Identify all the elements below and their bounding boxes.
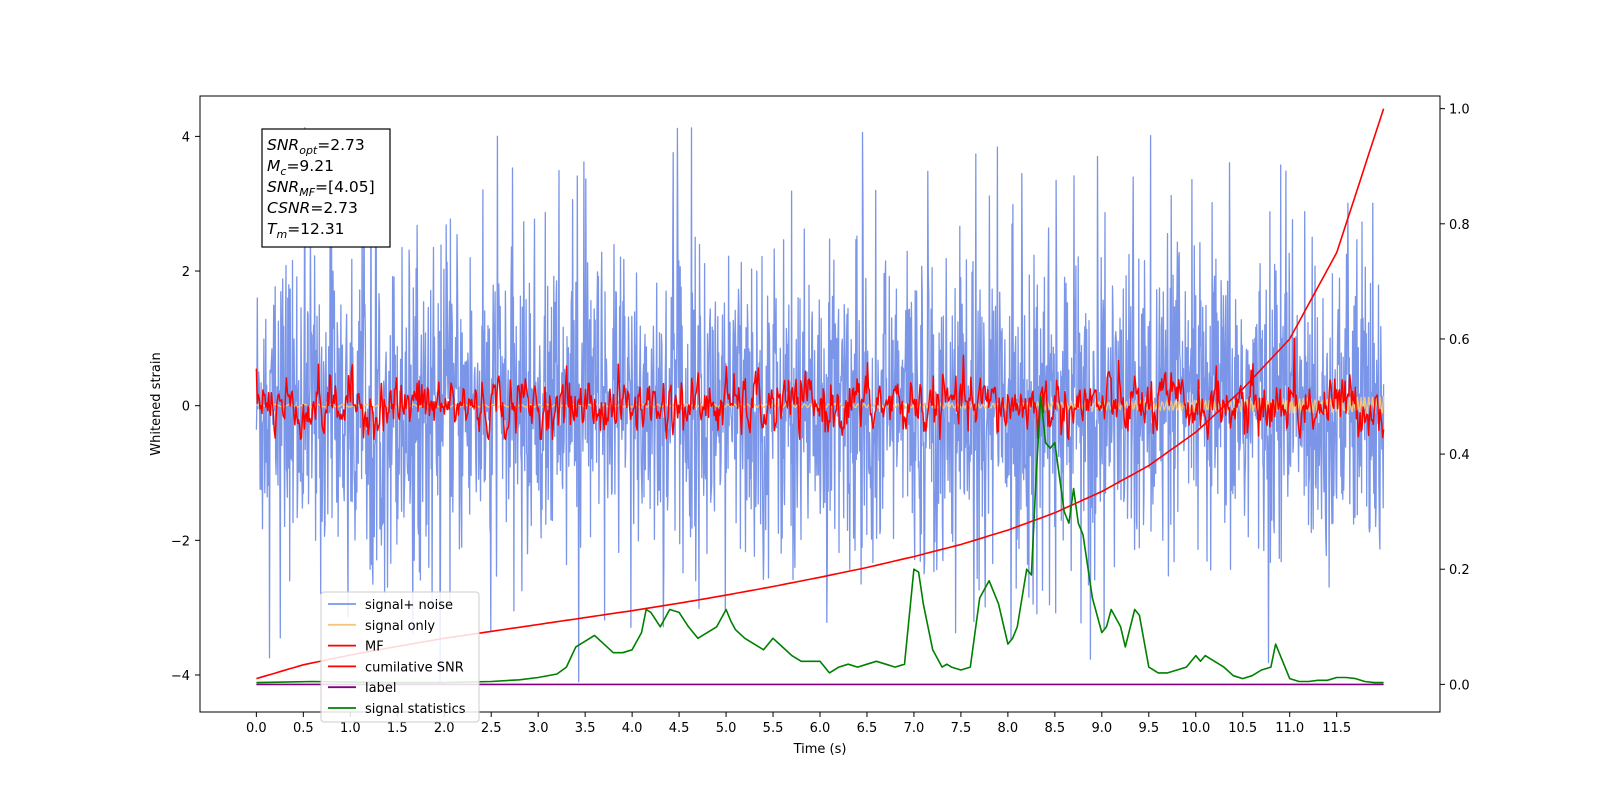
x-tick-label: 1.0: [340, 721, 361, 736]
y2-tick-label: 1.0: [1449, 103, 1470, 118]
legend-label: MF: [365, 640, 384, 655]
y-axis-label: Whitened strain: [149, 352, 164, 455]
x-tick-label: 2.0: [434, 721, 455, 736]
x-tick-label: 5.5: [763, 721, 784, 736]
legend-label: signal statistics: [365, 702, 466, 717]
info-line: CSNR=2.73: [267, 199, 358, 217]
y2-tick-label: 0.2: [1449, 563, 1470, 578]
x-tick-label: 3.5: [575, 721, 596, 736]
info-line: Mc=9.21: [267, 157, 334, 178]
y-tick-label: 4: [182, 130, 190, 145]
x-tick-label: 9.0: [1091, 721, 1112, 736]
x-tick-label: 11.0: [1275, 721, 1304, 736]
info-line: SNRopt=2.73: [267, 136, 365, 157]
x-tick-label: 8.0: [998, 721, 1019, 736]
legend-frame: [320, 591, 480, 723]
x-tick-label: 4.0: [622, 721, 643, 736]
x-tick-label: 3.0: [528, 721, 549, 736]
legend-label: cumilative SNR: [365, 660, 464, 675]
legend: signal+ noise signal only MF cumilative SNR…: [320, 591, 480, 723]
info-line: Tm=12.31: [267, 220, 345, 241]
x-tick-label: 2.5: [481, 721, 502, 736]
x-tick-label: 1.5: [387, 721, 408, 736]
x-tick-label: 0.5: [293, 721, 314, 736]
y2-tick-label: 0.0: [1449, 678, 1470, 693]
y2-tick-label: 0.6: [1449, 333, 1470, 348]
x-tick-label: 7.0: [904, 721, 925, 736]
info-line: SNRMF=[4.05]: [267, 178, 375, 199]
series-signal-statistics-line: [256, 395, 1384, 684]
y2-tick-label: 0.8: [1449, 218, 1470, 233]
legend-label: signal+ noise: [365, 598, 453, 613]
x-tick-label: 10.5: [1228, 721, 1257, 736]
y-tick-label: −4: [171, 669, 190, 684]
legend-label: signal only: [365, 619, 435, 634]
x-tick-label: 6.0: [810, 721, 831, 736]
legend-label: label: [365, 681, 396, 696]
x-tick-label: 10.0: [1181, 721, 1210, 736]
y-tick-label: 0: [182, 400, 190, 415]
series-mf-line: [255, 337, 1385, 441]
y-tick-label: 2: [182, 265, 190, 280]
y-axis-right: 0.0 0.2 0.4 0.6 0.8 1.0: [1440, 103, 1470, 693]
x-tick-label: 4.5: [669, 721, 690, 736]
x-tick-label: 0.0: [246, 721, 267, 736]
info-box-frame: [261, 128, 391, 248]
x-tick-label: 5.0: [716, 721, 737, 736]
x-tick-label: 6.5: [857, 721, 878, 736]
x-tick-label: 7.5: [951, 721, 972, 736]
y-tick-label: −2: [171, 534, 190, 549]
series-signal-noise-line: [255, 127, 1385, 683]
x-axis: 0.0 0.5 1.0 1.5 2.0 2.5 3.0 3.5 4.0 4.5 5.0 5.5 6.0 6…: [246, 712, 1351, 736]
y2-tick-label: 0.4: [1449, 448, 1470, 463]
x-tick-label: 11.5: [1322, 721, 1351, 736]
x-axis-label: Time (s): [793, 742, 847, 757]
y-axis-left: −4 −2 0 2 4: [171, 130, 200, 684]
x-tick-label: 8.5: [1045, 721, 1066, 736]
x-tick-label: 9.5: [1138, 721, 1159, 736]
